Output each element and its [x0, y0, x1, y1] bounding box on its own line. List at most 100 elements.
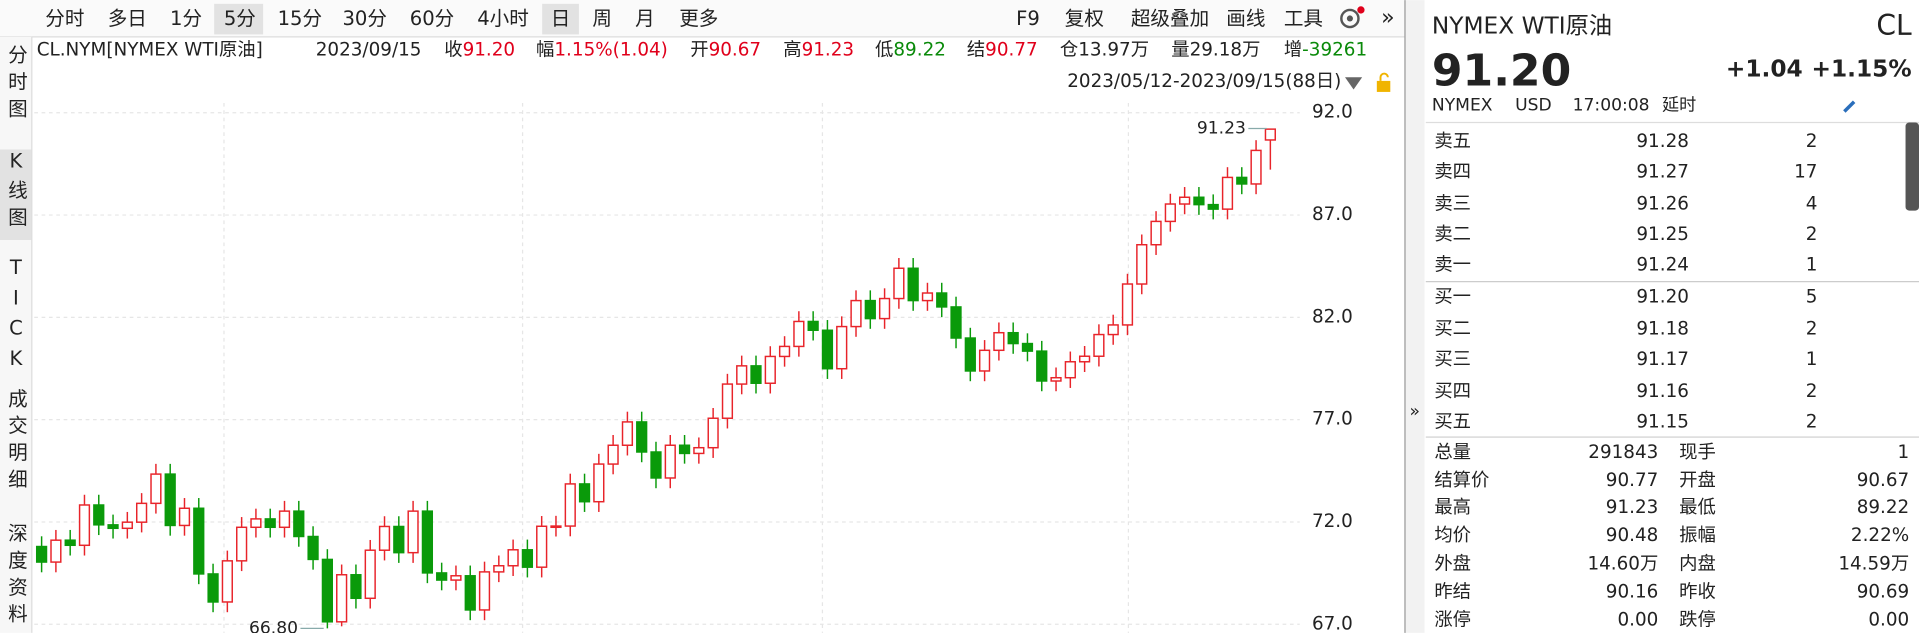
tool-button[interactable]: 工具 — [1284, 7, 1323, 30]
tool-button[interactable]: 画线 — [1226, 7, 1265, 30]
stat-label: 结算价 — [1434, 470, 1489, 491]
quote-price: 91.20 — [1432, 46, 1571, 97]
candle-body — [1207, 203, 1219, 210]
candle-body — [164, 473, 176, 527]
side-tab-highlight — [0, 149, 32, 241]
stat-value: 90.48 — [1606, 525, 1659, 546]
side-tab-bg — [0, 36, 32, 633]
min-label: 66.80 — [249, 618, 298, 633]
period-tab[interactable]: 更多 — [679, 7, 718, 30]
book-price: 91.26 — [1636, 194, 1689, 215]
max-label: 91.23 — [1197, 119, 1246, 139]
stat-label: 振幅 — [1679, 525, 1716, 546]
stat-value: 291843 — [1588, 442, 1658, 463]
candle-body — [321, 558, 333, 623]
side-tab[interactable]: K线图 — [4, 149, 27, 233]
candle-body — [1036, 350, 1048, 382]
candle-body — [478, 571, 491, 611]
gear-icon[interactable] — [1340, 6, 1365, 29]
candle-body — [293, 510, 305, 538]
info-item: 收91.20 — [444, 39, 515, 60]
book-price: 91.16 — [1636, 381, 1689, 402]
side-tab[interactable]: 成交明细 — [4, 388, 27, 496]
candle-body — [1121, 283, 1134, 326]
candle-body — [707, 417, 719, 449]
book-qty: 2 — [1806, 318, 1818, 339]
side-tab[interactable]: 深度资料 — [4, 523, 27, 631]
period-tab[interactable]: 月 — [635, 7, 655, 30]
stat-label: 涨停 — [1434, 610, 1471, 631]
candle-body — [1236, 176, 1248, 185]
period-tab[interactable]: 1分 — [170, 7, 202, 30]
candle-body — [236, 526, 248, 562]
candle-body — [821, 329, 834, 370]
candle-body — [864, 299, 876, 320]
candle-body — [807, 320, 819, 331]
candle-body — [993, 331, 1005, 352]
candle-body — [207, 573, 219, 603]
period-highlight — [214, 3, 264, 35]
candle-body — [121, 521, 133, 530]
candle-body — [393, 525, 405, 554]
period-tab[interactable]: 15分 — [278, 7, 323, 30]
info-value: 1.15%(1.04) — [554, 39, 667, 60]
scrollbar[interactable] — [1905, 122, 1919, 211]
stat-label: 开盘 — [1679, 470, 1716, 491]
edit-icon[interactable] — [1843, 100, 1856, 113]
candle-body — [907, 267, 919, 302]
period-tab[interactable]: 60分 — [410, 7, 455, 30]
book-label: 买四 — [1434, 381, 1471, 402]
candle-body — [621, 421, 634, 446]
tool-button[interactable]: F9 — [1016, 7, 1040, 30]
lock-icon[interactable] — [1376, 72, 1391, 92]
period-tab[interactable]: 4小时 — [477, 7, 529, 30]
candle-body — [536, 525, 548, 568]
more-icon[interactable]: » — [1381, 5, 1394, 30]
book-qty: 1 — [1806, 349, 1818, 370]
info-label: 收 — [444, 39, 462, 60]
candle-body — [493, 565, 505, 573]
quote-change: +1.04 — [1726, 55, 1803, 82]
candle-body — [1164, 203, 1176, 223]
tool-button[interactable]: 超级叠加 — [1131, 7, 1209, 30]
panel-splitter[interactable] — [1404, 0, 1425, 633]
book-label: 买五 — [1434, 411, 1471, 432]
period-tab[interactable]: 分时 — [45, 7, 84, 30]
period-tab[interactable]: 多日 — [108, 7, 147, 30]
stat-label: 现手 — [1679, 442, 1716, 463]
candle-body — [1136, 243, 1148, 285]
expand-icon[interactable]: » — [1410, 401, 1420, 421]
info-label: 增 — [1284, 39, 1302, 60]
period-tab[interactable]: 日 — [551, 7, 571, 30]
book-price: 91.25 — [1636, 224, 1689, 245]
book-price: 91.28 — [1636, 131, 1689, 152]
stat-value: 2.22% — [1851, 525, 1909, 546]
period-highlight — [542, 3, 579, 35]
period-tab[interactable]: 5分 — [224, 7, 256, 30]
candle-body — [1264, 128, 1276, 141]
info-item: 幅1.15%(1.04) — [536, 39, 668, 60]
info-item: 开90.67 — [690, 39, 761, 60]
candle-body — [93, 504, 105, 526]
stat-label: 最低 — [1679, 497, 1716, 518]
info-item: 结90.77 — [967, 39, 1038, 60]
candle-body — [1093, 333, 1105, 357]
candle-body — [793, 320, 805, 348]
quote-meta: 17:00:08 — [1573, 95, 1650, 115]
stat-label: 昨结 — [1434, 581, 1471, 602]
tool-button[interactable]: 复权 — [1065, 7, 1104, 30]
candle-body — [750, 365, 762, 384]
side-tab[interactable]: TICK — [4, 256, 27, 377]
candle-body — [964, 337, 976, 372]
candle-body — [721, 383, 734, 419]
stat-label: 跌停 — [1679, 610, 1716, 631]
period-tab[interactable]: 周 — [592, 7, 612, 30]
period-tab[interactable]: 30分 — [342, 7, 387, 30]
y-tick-label: 82.0 — [1312, 306, 1353, 327]
book-price: 91.20 — [1636, 287, 1689, 308]
book-price: 91.18 — [1636, 318, 1689, 339]
candle-body — [178, 507, 191, 527]
side-tab[interactable]: 分时图 — [4, 44, 27, 125]
dropdown-icon[interactable] — [1345, 77, 1363, 90]
candle-body — [35, 545, 48, 563]
